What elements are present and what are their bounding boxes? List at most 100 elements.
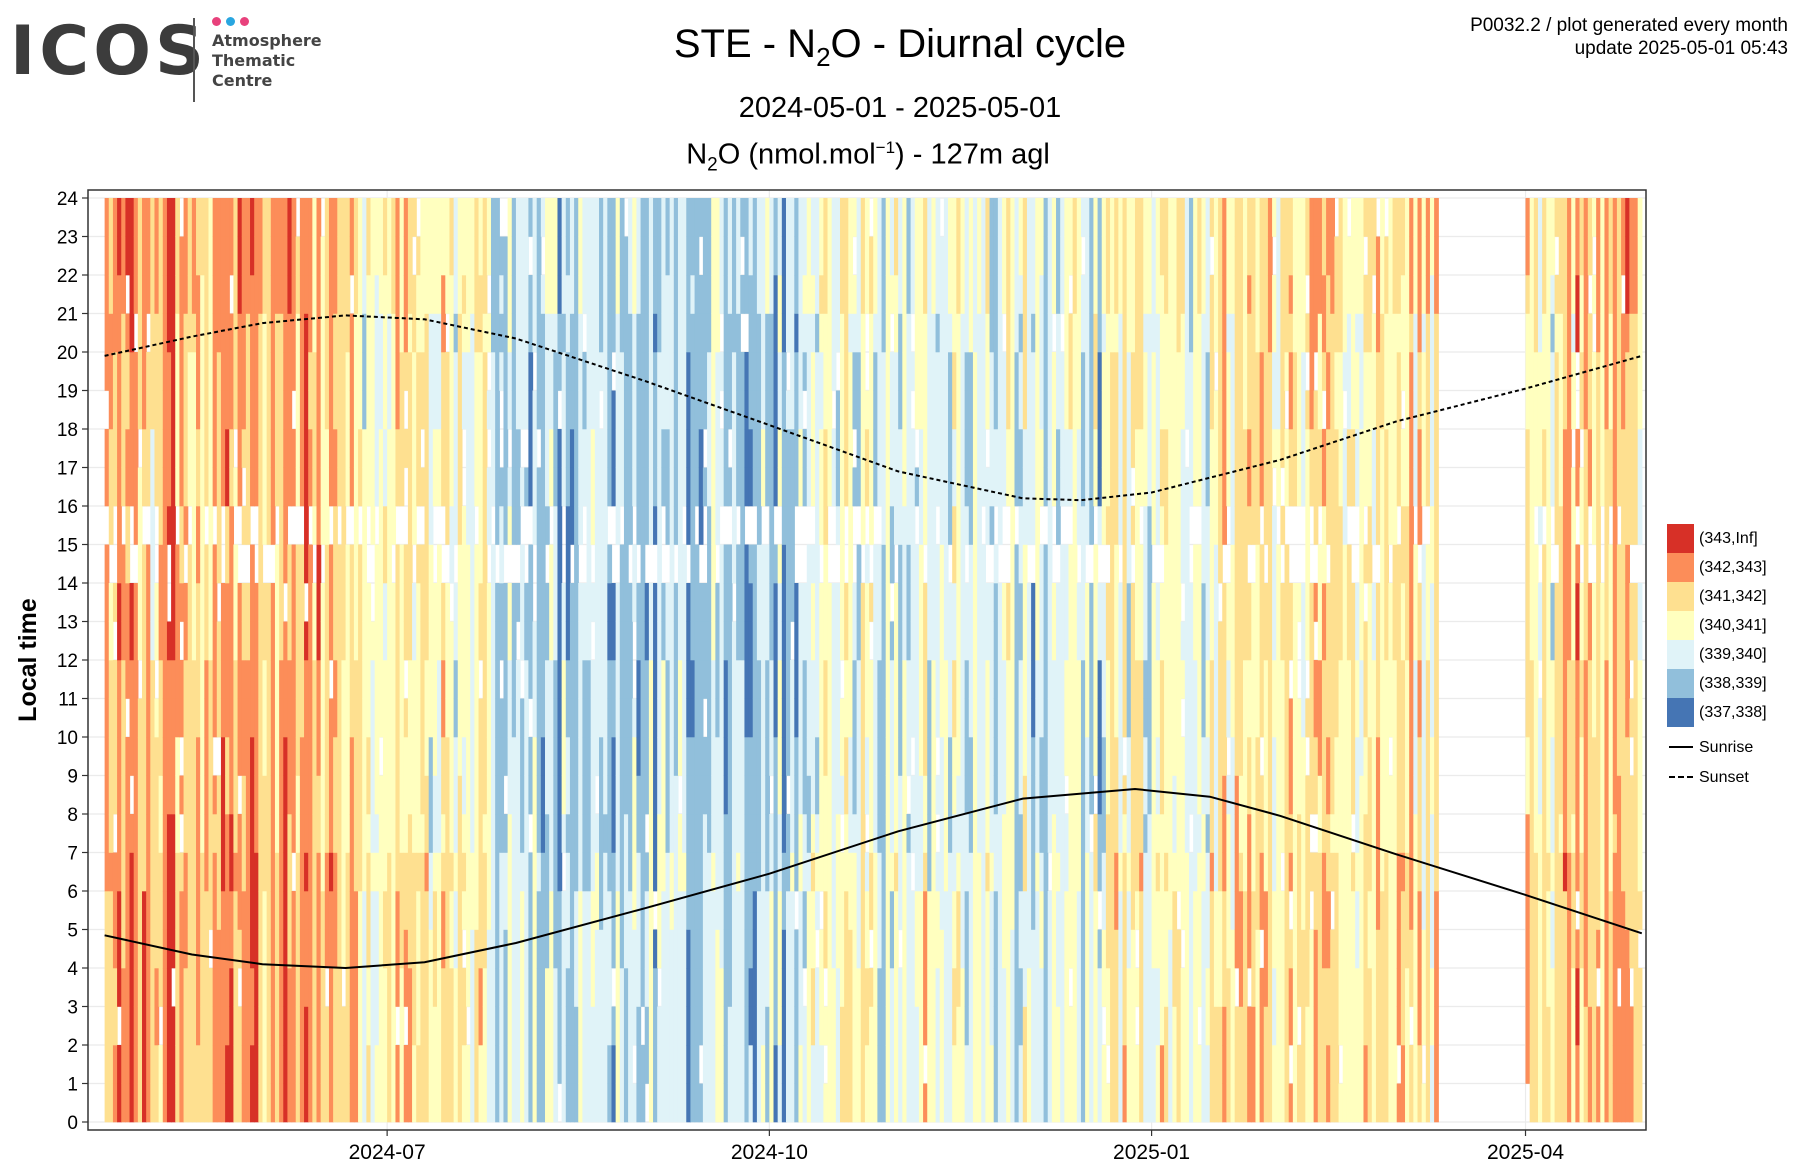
heatmap-cell	[798, 313, 804, 353]
heatmap-cell	[320, 929, 326, 969]
heatmap-cell	[362, 1006, 367, 1046]
heatmap-cell	[823, 429, 829, 468]
heatmap-cell	[981, 698, 987, 738]
heatmap-cell	[682, 275, 687, 314]
heatmap-cell	[889, 891, 895, 930]
heatmap-cell	[731, 467, 737, 507]
heatmap-cell	[1006, 775, 1011, 815]
heatmap-cell	[744, 1006, 750, 1046]
heatmap-cell	[798, 583, 804, 622]
heatmap-cell	[611, 621, 617, 661]
heatmap-cell	[802, 467, 808, 507]
heatmap-cell	[744, 1045, 750, 1084]
heatmap-cell	[823, 198, 829, 237]
heatmap-cell	[337, 352, 343, 391]
heatmap-cell	[220, 660, 226, 699]
heatmap-cell	[906, 198, 912, 237]
heatmap-cell	[615, 429, 621, 468]
heatmap-cell	[125, 390, 131, 430]
heatmap-cell	[478, 775, 484, 815]
heatmap-cell	[839, 929, 845, 969]
heatmap-cell	[328, 429, 334, 468]
heatmap-cell	[166, 852, 172, 892]
heatmap-cell	[449, 275, 455, 314]
heatmap-cell	[196, 737, 201, 776]
heatmap-cell	[486, 891, 492, 930]
heatmap-cell	[711, 390, 716, 430]
heatmap-cell	[358, 891, 363, 930]
heatmap-cell	[395, 1045, 401, 1084]
heatmap-cell	[225, 390, 230, 430]
heatmap-cell	[341, 275, 347, 314]
heatmap-cell	[204, 968, 210, 1007]
heatmap-cell	[615, 814, 621, 853]
heatmap-cell	[835, 621, 841, 661]
heatmap-cell	[669, 968, 675, 1007]
heatmap-cell	[125, 236, 131, 276]
heatmap-cell	[270, 506, 276, 545]
heatmap-cell	[166, 275, 172, 314]
heatmap-cell	[495, 1006, 500, 1046]
heatmap-cell	[1002, 775, 1007, 815]
heatmap-cell	[923, 660, 928, 699]
heatmap-cell	[412, 621, 417, 661]
heatmap-cell	[873, 1083, 878, 1123]
heatmap-cell	[358, 852, 363, 892]
heatmap-cell	[250, 583, 255, 622]
heatmap-cell	[848, 968, 854, 1007]
heatmap-cell	[212, 352, 218, 391]
heatmap-cell	[752, 1006, 758, 1046]
heatmap-cell	[877, 544, 883, 584]
heatmap-cell	[910, 467, 916, 507]
heatmap-cell	[569, 968, 575, 1007]
heatmap-cell	[453, 968, 459, 1007]
heatmap-cell	[839, 236, 845, 276]
heatmap-cell	[279, 352, 284, 391]
heatmap-cell	[466, 583, 471, 622]
heatmap-cell	[470, 891, 475, 930]
heatmap-cell	[312, 467, 318, 507]
heatmap-cell	[665, 198, 671, 237]
heatmap-cell	[482, 852, 488, 892]
heatmap-cell	[815, 698, 820, 738]
heatmap-cell	[964, 352, 970, 391]
heatmap-cell	[308, 1006, 313, 1046]
heatmap-cell	[677, 313, 683, 353]
heatmap-cell	[183, 198, 189, 237]
heatmap-cell	[378, 698, 384, 738]
heatmap-cell	[486, 1045, 492, 1084]
heatmap-cell	[640, 313, 646, 353]
heatmap-cell	[428, 467, 434, 507]
heatmap-cell	[690, 1045, 696, 1084]
heatmap-cell	[441, 1083, 446, 1123]
heatmap-cell	[578, 506, 584, 545]
heatmap-cell	[175, 621, 181, 661]
heatmap-cell	[997, 891, 1003, 930]
heatmap-cell	[191, 583, 197, 622]
heatmap-cell	[424, 236, 430, 276]
heatmap-cell	[142, 352, 147, 391]
heatmap-cell	[324, 737, 330, 776]
heatmap-cell	[769, 737, 775, 776]
heatmap-cell	[507, 583, 513, 622]
heatmap-cell	[220, 775, 226, 815]
heatmap-cell	[382, 583, 388, 622]
heatmap-cell	[810, 775, 816, 815]
heatmap-cell	[819, 1083, 824, 1123]
heatmap-cell	[133, 660, 139, 699]
heatmap-cell	[125, 467, 131, 507]
heatmap-cell	[565, 352, 571, 391]
heatmap-cell	[914, 621, 920, 661]
heatmap-cell	[781, 544, 787, 584]
heatmap-cell	[345, 660, 351, 699]
heatmap-cell	[765, 1083, 770, 1123]
heatmap-cell	[287, 275, 293, 314]
heatmap-cell	[881, 275, 887, 314]
heatmap-cell	[353, 891, 359, 930]
heatmap-cell	[216, 929, 222, 969]
heatmap-cell	[220, 852, 226, 892]
heatmap-cell	[719, 429, 725, 468]
heatmap-cell	[104, 968, 110, 1007]
heatmap-cell	[623, 891, 629, 930]
heatmap-cell	[582, 929, 588, 969]
